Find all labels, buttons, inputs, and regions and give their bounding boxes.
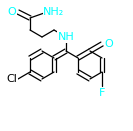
- Text: O: O: [105, 39, 113, 49]
- Text: F: F: [99, 88, 105, 98]
- Text: NH₂: NH₂: [43, 7, 65, 17]
- Text: Cl: Cl: [7, 74, 17, 84]
- Text: NH: NH: [58, 32, 74, 42]
- Text: O: O: [8, 7, 16, 17]
